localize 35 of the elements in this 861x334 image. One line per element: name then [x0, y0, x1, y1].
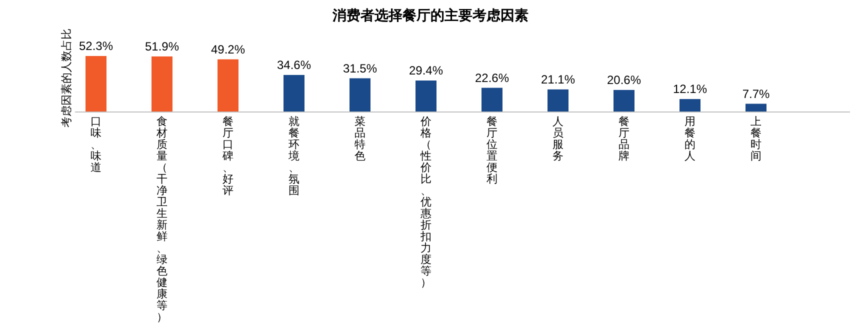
data-label: 21.1% [540, 72, 576, 86]
data-label: 31.5% [342, 61, 378, 76]
data-label: 29.4% [408, 64, 444, 78]
bar [86, 56, 106, 112]
bar [416, 80, 436, 112]
x-tick-label: 餐厅位置便利 [486, 116, 498, 186]
y-axis-title: 考虑因素的人数占比 [60, 28, 73, 128]
data-label: 52.3% [78, 39, 114, 53]
bar [680, 99, 700, 112]
bar [746, 104, 766, 112]
category-label: 价格（性价比、优惠折扣力度等） [420, 116, 432, 289]
data-label: 12.1% [672, 82, 708, 96]
bar [548, 89, 568, 112]
x-tick-label: 餐厅口碑、好评 [222, 116, 234, 197]
x-tick-label: 口味、味道 [90, 116, 102, 174]
data-label: 49.2% [210, 42, 246, 56]
bar [218, 59, 238, 112]
x-tick-label: 餐厅品牌 [618, 116, 630, 162]
data-label: 22.6% [474, 70, 510, 85]
bar [284, 74, 304, 112]
bar [152, 56, 172, 112]
bar [482, 88, 502, 112]
data-label: 51.9% [144, 39, 180, 54]
data-label: 20.6% [606, 72, 642, 87]
bar [614, 90, 634, 112]
data-label: 7.7% [742, 86, 770, 101]
x-tick-label: 上餐时间 [750, 115, 762, 162]
data-label: 34.6% [276, 58, 312, 72]
x-tick-label: 人员服务 [552, 116, 564, 162]
x-tick-label: 就餐环境、氛围 [288, 115, 300, 197]
chart-title: 消费者选择餐厅的主要考虑因素 [332, 7, 528, 23]
bar [350, 78, 370, 112]
x-tick-label: 菜品特色 [354, 115, 366, 162]
category-label: 食材质量（干净卫生新鲜、绿色健康等） [156, 116, 168, 324]
x-tick-label: 用餐的人 [684, 116, 696, 162]
